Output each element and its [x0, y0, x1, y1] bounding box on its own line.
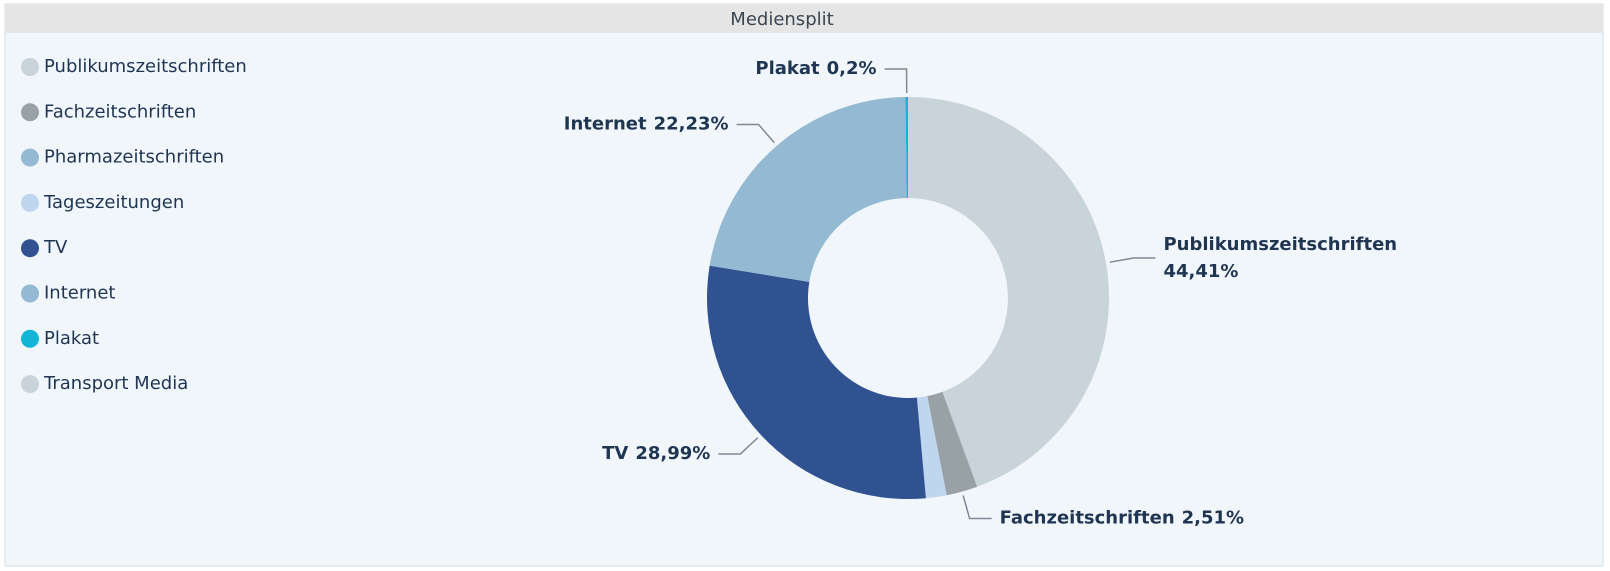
chart-title: Mediensplit: [730, 9, 833, 30]
legend-swatch: [21, 58, 39, 76]
data-label-value: 44,41%: [1163, 261, 1238, 282]
leader-line: [962, 495, 992, 520]
data-label-name: Plakat: [755, 58, 820, 79]
donut-segment: [908, 97, 1109, 487]
data-label: Fachzeitschriften 2,51%: [1000, 508, 1245, 529]
legend-label: Pharmazeitschriften: [44, 147, 224, 168]
data-label-value: 22,23%: [654, 113, 729, 134]
donut-segment: [916, 396, 947, 499]
data-label: Plakat 0,2%: [755, 58, 876, 79]
data-label-name: Fachzeitschriften: [1000, 508, 1175, 529]
legend-label: Plakat: [44, 328, 99, 349]
legend-label: Internet: [44, 283, 115, 304]
data-label-name: TV: [602, 443, 628, 464]
data-label-value: 28,99%: [635, 443, 710, 464]
donut-segment: [709, 97, 907, 282]
legend-swatch: [21, 193, 39, 212]
leader-line: [736, 123, 775, 144]
data-label-value: 0,2%: [827, 58, 877, 79]
data-label-name: Internet: [564, 113, 647, 134]
legend-swatch: [21, 284, 39, 303]
legend-swatch: [21, 148, 39, 167]
data-label-name: Publikumszeitschriften: [1163, 234, 1397, 255]
legend-label: Fachzeitschriften: [44, 101, 196, 122]
donut-segment: [927, 391, 978, 496]
header-bar: [6, 5, 1602, 33]
legend-swatch: [21, 329, 39, 348]
leader-line: [718, 437, 759, 455]
legend-swatch: [21, 103, 39, 122]
legend-swatch: [21, 239, 39, 258]
donut-segment: [707, 265, 926, 499]
leader-line: [1109, 257, 1156, 263]
legend-label: Transport Media: [43, 373, 188, 394]
data-label-value: 2,51%: [1182, 508, 1244, 529]
legend-label: Publikumszeitschriften: [44, 56, 247, 77]
data-label: Internet 22,23%: [564, 113, 729, 134]
legend-swatch: [21, 375, 39, 394]
legend-label: TV: [43, 237, 68, 258]
legend-label: Tageszeitungen: [43, 192, 184, 213]
leader-line: [884, 68, 908, 94]
data-label: TV 28,99%: [602, 443, 710, 464]
donut-segment: [905, 97, 908, 199]
